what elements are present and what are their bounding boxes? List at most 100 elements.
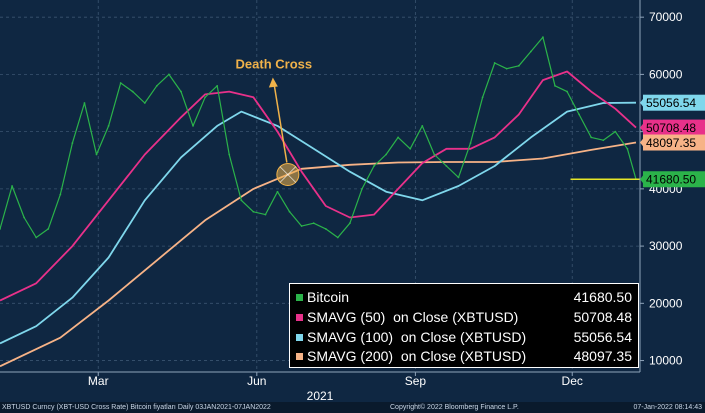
death-cross-arrowhead <box>268 77 278 88</box>
x-tick-label: Mar <box>88 374 109 388</box>
legend-value: 55056.54 <box>573 329 632 345</box>
bitcoin-price-point <box>324 228 327 230</box>
bitcoin-price-point <box>131 90 134 93</box>
bitcoin-price-point <box>288 210 291 213</box>
bitcoin-price-point <box>0 228 1 230</box>
x-tick-label: Dec <box>562 374 583 388</box>
x-axis: Mar Jun Sep Dec 2021 <box>0 371 640 403</box>
y-tick-label: 20000 <box>649 296 683 310</box>
bitcoin-price-point <box>626 147 629 150</box>
bitcoin-price-point <box>361 187 363 190</box>
bitcoin-price-point <box>180 90 182 93</box>
annotations: Death Cross <box>236 57 640 187</box>
bitcoin-price-point <box>35 236 38 239</box>
bitcoin-price-point <box>529 50 532 53</box>
legend-label: SMAVG (50) on Close (XBTUSD) <box>307 309 519 325</box>
bitcoin-price-point <box>469 142 472 144</box>
value-tag <box>643 134 705 151</box>
bitcoin-price-point <box>578 113 581 116</box>
value-tag-pointer <box>640 174 644 185</box>
footer-source: XBTUSD Curncy (XBT-USD Cross Rate) Bitco… <box>2 404 271 411</box>
value-tag-label: 48097.35 <box>646 136 696 150</box>
bitcoin-price-point <box>192 125 194 127</box>
bitcoin-price-point <box>23 216 26 219</box>
value-tag <box>643 171 705 188</box>
bitcoin-price-point <box>566 90 568 93</box>
footer-copyright: Copyright© 2022 Bloomberg Finance L.P. <box>390 404 519 411</box>
legend: Bitcoin 41680.50 SMAVG (50) on Close (XB… <box>289 283 639 368</box>
legend-label: SMAVG (100) on Close (XBTUSD) <box>307 329 527 345</box>
legend-value: 41680.50 <box>573 289 632 305</box>
legend-swatch <box>296 353 303 360</box>
value-tag-label: 55056.54 <box>646 96 696 110</box>
x-tick-label: Jun <box>247 374 266 388</box>
bitcoin-price-point <box>143 102 146 104</box>
bitcoin-price-point <box>204 96 207 99</box>
footer-timestamp: 07-Jan-2022 08:14:43 <box>633 404 703 411</box>
value-tag-label: 50708.48 <box>646 121 696 135</box>
bitcoin-price-point <box>397 136 400 139</box>
value-tag <box>643 94 705 111</box>
death-cross-label: Death Cross <box>236 57 313 72</box>
bitcoin-price-point <box>47 228 50 230</box>
bitcoin-price-point <box>457 176 460 179</box>
bitcoin-price-point <box>11 185 13 187</box>
legend-value: 50708.48 <box>573 309 632 325</box>
footer-bar: XBTUSD Curncy (XBT-USD Cross Rate) Bitco… <box>0 402 705 413</box>
legend-item-smavg-50: SMAVG (50) on Close (XBTUSD) 50708.48 <box>296 307 632 327</box>
bitcoin-price-point <box>554 84 556 87</box>
value-tag-pointer <box>640 137 644 148</box>
bitcoin-price-point <box>276 190 279 193</box>
bitcoin-price-point <box>336 236 339 239</box>
value-tag-pointer <box>640 97 644 108</box>
bitcoin-price-point <box>614 130 617 133</box>
bitcoin-price-point <box>59 193 62 196</box>
death-cross-arrow <box>273 82 288 163</box>
x-tick-label: Sep <box>405 374 427 388</box>
legend-value: 48097.35 <box>573 348 632 364</box>
bitcoin-price-point <box>517 64 520 67</box>
death-cross-cross <box>279 166 297 183</box>
bitcoin-price-point <box>421 125 424 127</box>
bitcoin-price-point <box>433 153 436 156</box>
legend-label: Bitcoin <box>307 289 350 305</box>
y-axis: 10000200003000040000500006000070000 <box>639 0 683 372</box>
bitcoin-price-point <box>155 84 158 87</box>
smavg-line <box>0 141 637 368</box>
legend-label: SMAVG (200) on Close (XBTUSD) <box>307 348 527 364</box>
value-tag-label: 41680.50 <box>646 173 696 187</box>
legend-item-bitcoin: Bitcoin 41680.50 <box>296 287 632 307</box>
legend-swatch <box>296 294 303 301</box>
bitcoin-price-point <box>240 199 243 202</box>
bitcoin-price-point <box>71 142 74 144</box>
y-tick-label: 30000 <box>649 239 683 253</box>
bitcoin-price-point <box>119 82 122 84</box>
y-tick-label: 10000 <box>649 354 683 368</box>
y-tick-label: 60000 <box>649 67 683 81</box>
bitcoin-price-point <box>312 222 315 225</box>
bitcoin-price-point <box>373 165 375 167</box>
y-tick-label: 70000 <box>649 10 683 24</box>
bitcoin-price-line <box>0 36 637 239</box>
bitcoin-price-point <box>264 213 267 216</box>
value-tag <box>643 119 705 136</box>
bitcoin-price-point <box>602 139 605 142</box>
legend-swatch <box>296 334 303 341</box>
bitcoin-price-point <box>445 165 448 167</box>
legend-item-smavg-200: SMAVG (200) on Close (XBTUSD) 48097.35 <box>296 346 632 366</box>
bitcoin-price-point <box>228 153 231 156</box>
bitcoin-price-point <box>348 222 351 225</box>
bitcoin-price-point <box>216 84 219 87</box>
bitcoin-price-point <box>505 67 508 70</box>
bitcoin-price-point <box>252 210 255 213</box>
bitcoin-price-point <box>385 153 387 156</box>
bitcoin-price-point <box>107 125 110 127</box>
bitcoin-price-point <box>481 96 484 99</box>
bitcoin-price-point <box>493 62 496 64</box>
bitcoin-price-point <box>83 102 86 104</box>
legend-swatch <box>296 314 303 321</box>
bitcoin-price-point <box>168 73 170 76</box>
series-lines <box>0 36 637 368</box>
